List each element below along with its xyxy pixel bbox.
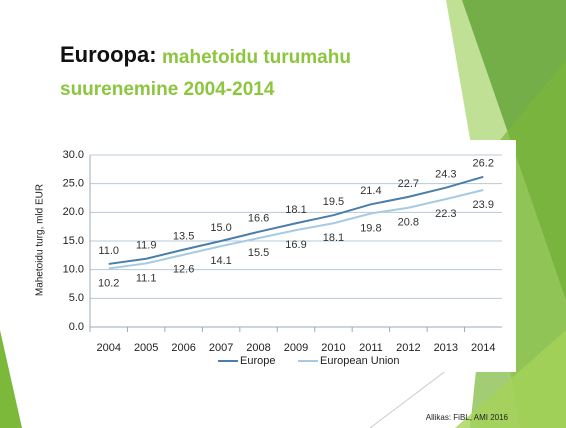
y-tick-label: 25.0 [63, 178, 84, 190]
data-label: 11.1 [136, 272, 157, 284]
y-tick-label: 15.0 [63, 235, 84, 247]
legend-label: Europe [240, 355, 275, 367]
line [108, 175, 484, 265]
chart-subtitle: suurenemine 2004-2014 [60, 79, 275, 100]
chart-area [20, 140, 516, 372]
data-label: 21.4 [360, 185, 381, 197]
x-tick-label: 2007 [209, 342, 233, 354]
data-label: 15.0 [210, 222, 231, 234]
data-label: 26.2 [473, 158, 494, 170]
data-label: 24.3 [435, 169, 456, 181]
data-label: 19.8 [360, 222, 381, 234]
x-tick-label: 2012 [396, 342, 420, 354]
x-tick-label: 2013 [434, 342, 458, 354]
y-tick-label: 5.0 [69, 292, 84, 304]
data-label: 15.5 [248, 247, 269, 259]
y-tick-label: 30.0 [63, 149, 84, 161]
data-label: 10.2 [98, 277, 119, 289]
data-label: 22.3 [435, 208, 456, 220]
data-label: 16.6 [248, 213, 269, 225]
x-tick-label: 2005 [134, 342, 158, 354]
x-tick-label: 2014 [471, 342, 495, 354]
data-label: 16.9 [285, 239, 306, 251]
data-label: 18.1 [285, 204, 306, 216]
data-label: 18.1 [323, 232, 344, 244]
x-tick-label: 2010 [321, 342, 345, 354]
data-label: 23.9 [473, 199, 494, 211]
x-tick-label: 2009 [284, 342, 308, 354]
y-tick-label: 20.0 [63, 206, 84, 218]
x-tick-label: 2006 [171, 342, 195, 354]
source: Allikas: FiBL, AMI 2016 [426, 413, 509, 422]
data-label: 14.1 [210, 255, 231, 267]
decoration [0, 330, 22, 428]
chart-subtitle: mahetoidu turumahu [162, 47, 351, 68]
data-label: 12.6 [173, 264, 194, 276]
x-tick-label: 2008 [246, 342, 270, 354]
x-tick-label: 2004 [96, 342, 120, 354]
data-label: 11.0 [98, 245, 119, 257]
data-label: 20.8 [398, 217, 419, 229]
legend-label: European Union [320, 355, 400, 367]
x-tick-label: 2011 [359, 342, 383, 354]
y-axis-label: Mahetoidu turg, mld EUR [35, 184, 46, 296]
y-tick-label: 0.0 [69, 321, 84, 333]
data-label: 19.5 [323, 196, 344, 208]
decoration [455, 330, 566, 428]
chart-title: Euroopa: [60, 42, 157, 67]
data-label: 11.9 [136, 240, 157, 252]
line [108, 189, 484, 270]
data-label: 22.7 [398, 178, 419, 190]
data-label: 13.5 [173, 231, 194, 243]
y-tick-label: 10.0 [63, 264, 84, 276]
